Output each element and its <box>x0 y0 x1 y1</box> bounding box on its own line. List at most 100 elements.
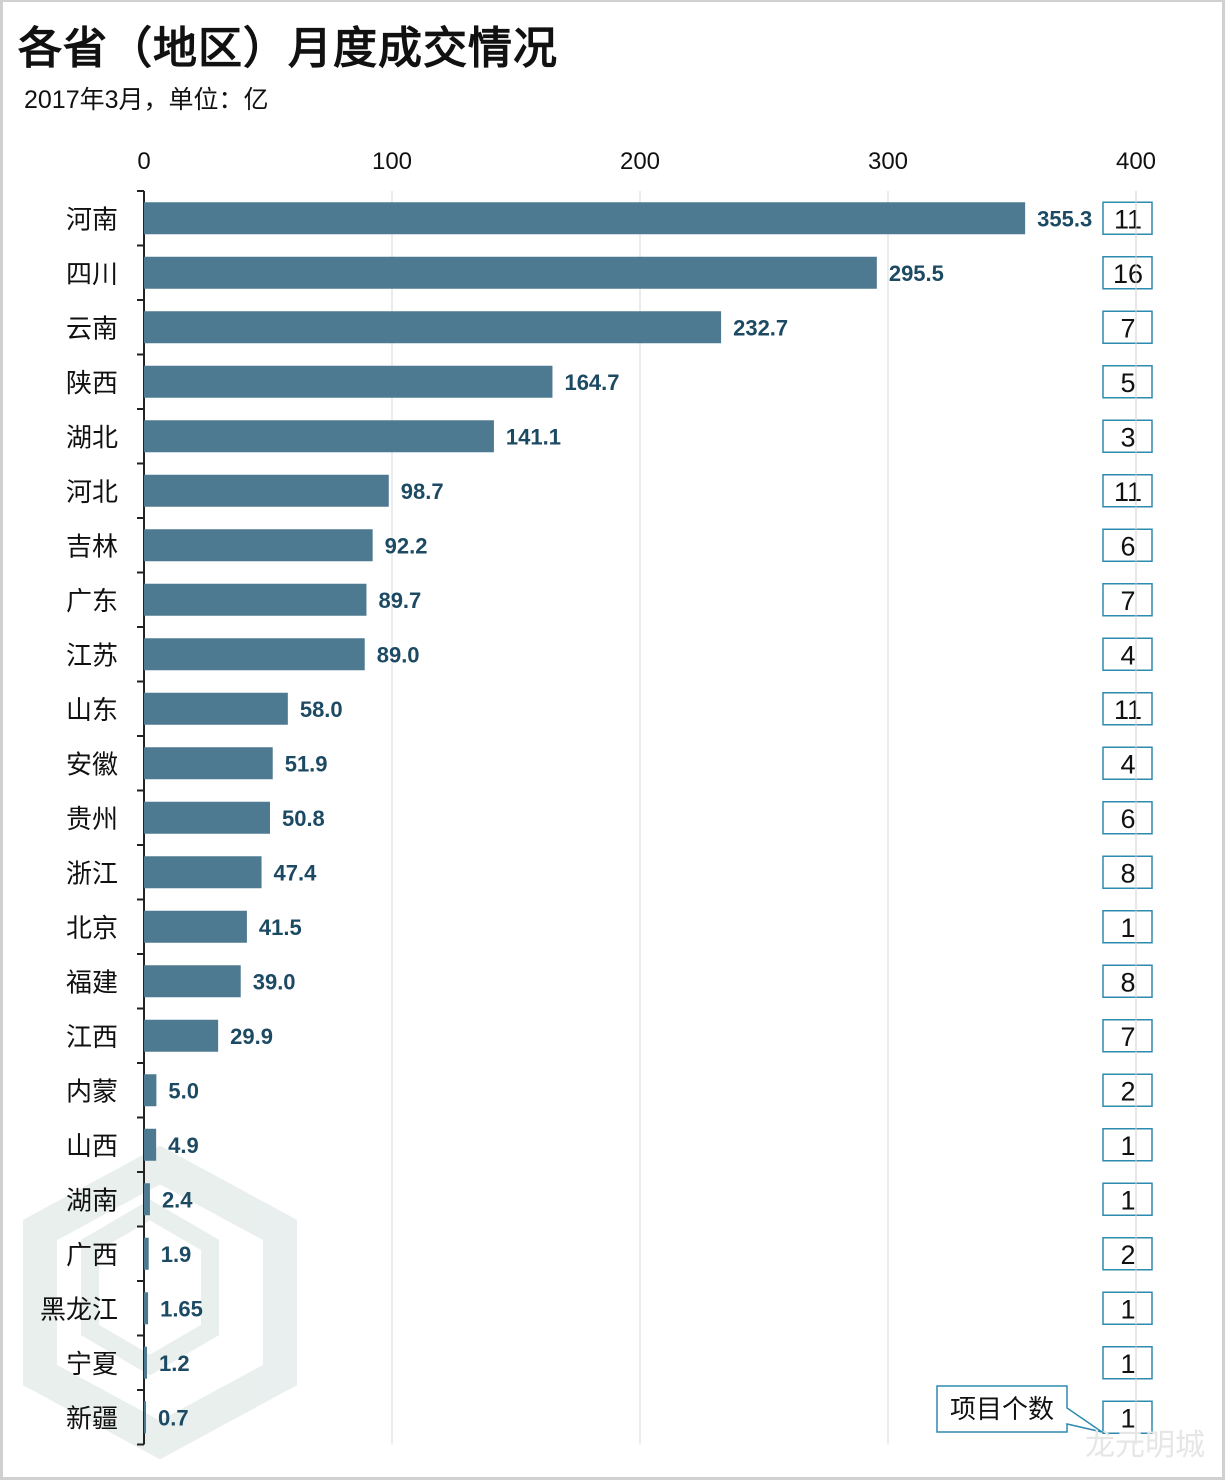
value-label: 1.9 <box>161 1242 192 1267</box>
bar <box>144 1074 157 1107</box>
count-label: 7 <box>1120 586 1135 616</box>
count-box <box>1102 310 1153 344</box>
count-label: 6 <box>1120 804 1135 834</box>
count-box <box>1102 855 1153 889</box>
value-label: 29.9 <box>230 1024 273 1049</box>
count-box <box>1102 692 1153 726</box>
bar <box>144 529 373 562</box>
count-label: 5 <box>1120 368 1135 398</box>
bar <box>144 311 722 344</box>
count-label: 4 <box>1120 749 1135 779</box>
value-label: 2.4 <box>162 1187 193 1212</box>
bar <box>144 1346 147 1379</box>
category-label: 宁夏 <box>66 1350 118 1380</box>
category-label: 内蒙 <box>66 1077 118 1107</box>
value-label: 47.4 <box>274 860 318 885</box>
bar <box>144 965 241 998</box>
bar <box>144 1292 149 1325</box>
category-label: 四川 <box>66 260 118 290</box>
bar <box>144 1128 157 1161</box>
chart-subtitle: 2017年3月，单位：亿 <box>24 86 269 114</box>
count-box <box>1102 528 1153 562</box>
count-label: 7 <box>1120 1022 1135 1052</box>
value-label: 98.7 <box>401 479 444 504</box>
count-box <box>1102 1400 1153 1434</box>
category-label: 广西 <box>66 1241 118 1271</box>
watermark-logo-icon <box>23 1145 297 1460</box>
bar <box>144 202 1026 235</box>
x-tick-label: 300 <box>868 148 908 175</box>
x-tick-label: 400 <box>1116 148 1156 175</box>
count-label: 2 <box>1120 1076 1135 1106</box>
category-label: 安徽 <box>66 750 118 780</box>
bar <box>144 801 270 834</box>
bar <box>144 910 247 943</box>
category-label: 湖北 <box>66 423 118 453</box>
category-label: 浙江 <box>66 859 118 889</box>
x-tick-label: 200 <box>620 148 660 175</box>
callout-label: 项目个数 <box>950 1395 1054 1425</box>
count-label: 3 <box>1120 422 1135 452</box>
count-label: 8 <box>1120 967 1135 997</box>
count-label: 8 <box>1120 858 1135 888</box>
count-box <box>1102 1237 1153 1271</box>
bar <box>144 420 494 453</box>
value-label: 89.0 <box>377 642 420 667</box>
category-label: 湖南 <box>66 1186 118 1216</box>
value-label: 51.9 <box>285 751 328 776</box>
category-label: 陕西 <box>66 369 118 399</box>
category-label: 新疆 <box>66 1404 118 1434</box>
chart-title: 各省（地区）月度成交情况 <box>18 23 558 74</box>
count-label: 11 <box>1114 695 1142 725</box>
count-label: 7 <box>1120 313 1135 343</box>
count-box <box>1102 256 1153 290</box>
bar <box>144 692 288 725</box>
count-label: 1 <box>1120 913 1135 943</box>
count-box <box>1102 964 1153 998</box>
value-label: 0.7 <box>158 1405 189 1430</box>
bar <box>144 1401 146 1434</box>
count-label: 1 <box>1120 1403 1135 1433</box>
category-label: 山西 <box>66 1132 118 1162</box>
value-label: 1.2 <box>159 1351 190 1376</box>
bar <box>144 747 273 780</box>
count-box <box>1102 637 1153 671</box>
count-box <box>1102 1346 1153 1380</box>
bar <box>144 1183 150 1216</box>
count-box <box>1102 1019 1153 1053</box>
category-label: 贵州 <box>66 805 118 835</box>
count-label: 1 <box>1120 1131 1135 1161</box>
value-label: 39.0 <box>253 969 296 994</box>
value-label: 295.5 <box>889 261 944 286</box>
value-label: 41.5 <box>259 915 302 940</box>
callout-box <box>936 1385 1103 1433</box>
category-label: 北京 <box>66 914 118 944</box>
count-box <box>1102 201 1153 235</box>
value-label: 5.0 <box>168 1078 199 1103</box>
count-label: 16 <box>1113 259 1143 289</box>
count-box <box>1102 746 1153 780</box>
bar <box>144 638 365 671</box>
value-label: 92.2 <box>385 533 428 558</box>
value-label: 164.7 <box>564 370 619 395</box>
bar <box>144 583 367 616</box>
value-label: 50.8 <box>282 806 325 831</box>
value-label: 1.65 <box>160 1296 203 1321</box>
bar <box>144 365 553 398</box>
count-label: 6 <box>1120 531 1135 561</box>
count-label: 11 <box>1114 204 1142 234</box>
bar <box>144 1019 219 1052</box>
count-box <box>1102 801 1153 835</box>
category-label: 河北 <box>66 478 118 508</box>
count-box <box>1102 1182 1153 1216</box>
category-label: 吉林 <box>66 532 118 562</box>
count-label: 2 <box>1120 1240 1135 1270</box>
count-label: 11 <box>1114 477 1142 507</box>
bar <box>144 474 389 507</box>
x-tick-label: 0 <box>137 148 150 175</box>
count-box <box>1102 1128 1153 1162</box>
count-box <box>1102 419 1153 453</box>
category-label: 广东 <box>66 587 118 617</box>
value-label: 141.1 <box>506 424 561 449</box>
